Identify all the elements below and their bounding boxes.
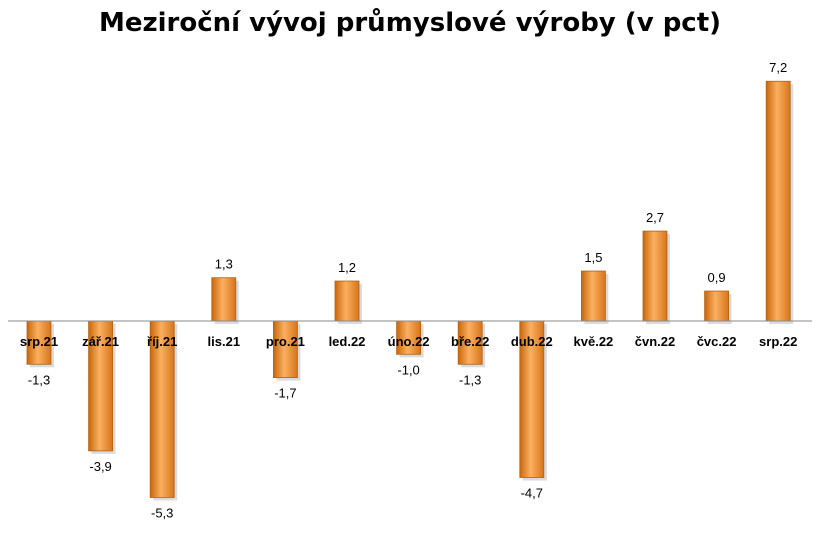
value-label: -1,7: [274, 386, 296, 401]
bar: [26, 320, 52, 365]
category-label: lis.21: [208, 334, 241, 349]
category-label: dub.22: [511, 334, 553, 349]
bar: [211, 277, 237, 322]
bar: [272, 320, 298, 379]
bars: [26, 80, 794, 501]
category-label: čvc.22: [697, 334, 737, 349]
category-label: čvn.22: [635, 334, 675, 349]
value-label: 2,7: [646, 210, 664, 225]
category-label: úno.22: [388, 334, 430, 349]
category-label: pro.21: [266, 334, 305, 349]
value-label: 1,3: [215, 257, 233, 272]
value-label: -3,9: [89, 459, 111, 474]
labels: srp.21 -1,3 zář.21 -3,9 říj.21 -5,3 lis.21 1,3 p…: [20, 60, 798, 520]
category-label: srp.22: [759, 334, 797, 349]
bar: [581, 270, 606, 322]
bar: [334, 280, 360, 322]
bar: [765, 80, 791, 322]
bar: [519, 320, 545, 478]
category-label: srp.21: [20, 334, 58, 349]
category-label: zář.21: [82, 334, 119, 349]
value-label: -1,3: [28, 372, 50, 387]
chart-title: Meziroční vývoj průmyslové výroby (v pct…: [99, 7, 721, 38]
value-label: 1,2: [338, 260, 356, 275]
bar: [704, 290, 729, 322]
bar: [642, 230, 668, 322]
value-label: 7,2: [769, 60, 787, 75]
value-label: -1,3: [459, 372, 481, 387]
category-label: kvě.22: [574, 334, 614, 349]
value-label: 0,9: [708, 270, 726, 285]
value-label: -1,0: [397, 362, 419, 377]
bar: [88, 320, 113, 452]
value-label: 1,5: [584, 250, 602, 265]
value-label: -5,3: [151, 505, 173, 520]
category-label: bře.22: [451, 334, 489, 349]
value-label: -4,7: [521, 486, 543, 501]
category-label: říj.21: [147, 334, 177, 349]
category-label: led.22: [329, 334, 366, 349]
